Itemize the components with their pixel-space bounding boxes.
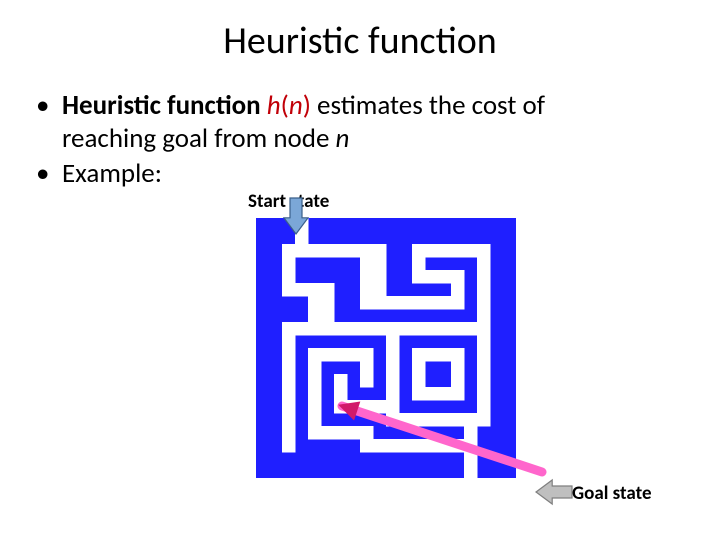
heuristic-line	[0, 0, 720, 540]
goal-arrow-icon	[536, 480, 572, 504]
start-arrow-icon	[284, 198, 308, 234]
